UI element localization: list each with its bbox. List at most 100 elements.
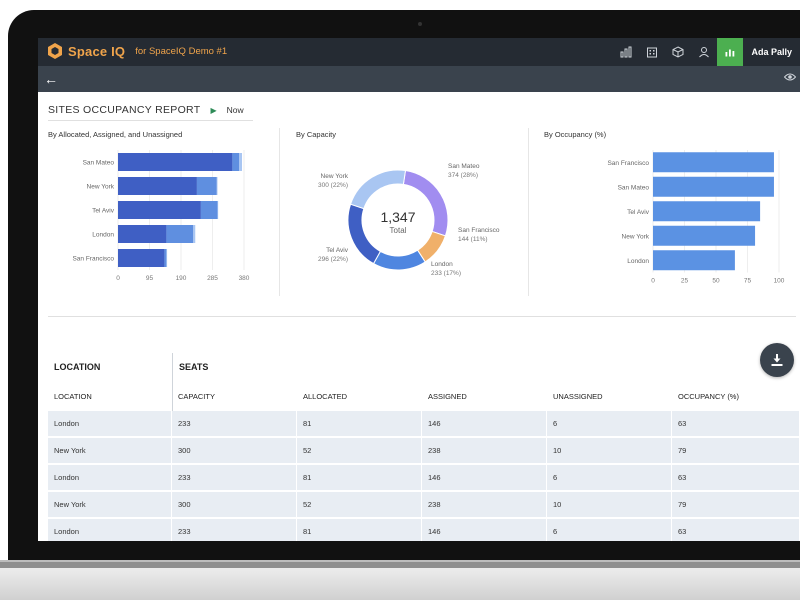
- top-bar: Space IQ for SpaceIQ Demo #1: [38, 38, 800, 66]
- category-label: San Francisco: [607, 160, 649, 167]
- laptop-base: [0, 560, 800, 600]
- building-icon[interactable]: [639, 38, 665, 66]
- column-header-location[interactable]: LOCATION: [54, 391, 92, 401]
- bar-tel-aviv[interactable]: [653, 201, 761, 222]
- allocated-chart-title: By Allocated, Assigned, and Unassigned: [48, 130, 183, 139]
- brand[interactable]: Space IQ for SpaceIQ Demo #1: [48, 43, 227, 59]
- caret-right-icon[interactable]: ▶: [210, 105, 217, 115]
- period-selector[interactable]: Now: [226, 105, 244, 115]
- x-tick-label: 0: [651, 278, 655, 285]
- x-tick-label: 75: [744, 278, 752, 285]
- group-seats: SEATS: [179, 362, 209, 372]
- table-cell: 233: [172, 519, 297, 541]
- bar-tel-aviv-s0[interactable]: [118, 201, 201, 219]
- category-label: Tel Aviv: [627, 209, 650, 216]
- bar-tel-aviv-s2[interactable]: [217, 201, 219, 219]
- bar-san-mateo-s1[interactable]: [232, 153, 240, 171]
- slice-san-mateo[interactable]: [402, 169, 449, 237]
- slice-name-label: Tel Aviv: [326, 247, 349, 254]
- table-cell: 63: [672, 411, 800, 438]
- bar-san-francisco[interactable]: [653, 152, 774, 173]
- bar-new-york[interactable]: [653, 225, 756, 246]
- category-label: New York: [87, 184, 115, 191]
- camera-icon: [418, 22, 422, 26]
- category-label: Tel Aviv: [92, 208, 115, 215]
- bar-london-s2[interactable]: [193, 225, 196, 243]
- table-cell: 52: [297, 438, 422, 465]
- bar-san-francisco-s1[interactable]: [164, 249, 167, 267]
- bar-san-mateo-s2[interactable]: [239, 153, 243, 171]
- eye-icon[interactable]: [783, 72, 797, 84]
- column-header-occupancy-[interactable]: OCCUPANCY (%): [678, 391, 739, 401]
- column-header-unassigned[interactable]: UNASSIGNED: [553, 391, 603, 401]
- report-header: SITES OCCUPANCY REPORT ▶ Now: [48, 104, 244, 116]
- bar-london[interactable]: [653, 250, 735, 271]
- bar-san-mateo[interactable]: [653, 176, 774, 197]
- sub-bar: ←: [38, 66, 800, 92]
- table-cell: 10: [547, 492, 672, 519]
- back-arrow-icon[interactable]: ←: [44, 71, 58, 87]
- table-cell: New York: [48, 492, 172, 519]
- slice-value-label: 296 (22%): [318, 256, 348, 263]
- x-tick-label: 190: [176, 275, 187, 282]
- column-header-capacity[interactable]: CAPACITY: [178, 391, 215, 401]
- category-label: San Francisco: [72, 256, 114, 263]
- column-header-allocated[interactable]: ALLOCATED: [303, 391, 348, 401]
- bar-tel-aviv-s1[interactable]: [200, 201, 218, 219]
- slice-tel-aviv[interactable]: [347, 203, 382, 265]
- table-header-row: LOCATION CAPACITY ALLOCATED ASSIGNED UNASSIG…: [48, 381, 800, 411]
- header-underline: [48, 120, 253, 121]
- table-cell: 10: [547, 438, 672, 465]
- slice-name-label: San Mateo: [448, 163, 480, 170]
- user-name[interactable]: Ada Pally: [751, 47, 792, 57]
- report-title: SITES OCCUPANCY REPORT: [48, 104, 201, 116]
- table-cell: 146: [422, 519, 547, 541]
- slice-new-york[interactable]: [349, 169, 407, 210]
- table-cell: 81: [297, 519, 422, 541]
- chart-divider: [528, 128, 529, 296]
- table-cell: 6: [547, 411, 672, 438]
- bar-san-mateo-s0[interactable]: [118, 153, 233, 171]
- table-row[interactable]: London 233 81 146 6 63: [48, 465, 800, 492]
- slice-value-label: 300 (22%): [318, 182, 348, 189]
- box-icon[interactable]: [665, 38, 691, 66]
- table-cell: London: [48, 465, 172, 492]
- category-label: London: [627, 258, 649, 265]
- occupancy-chart-title: By Occupancy (%): [544, 130, 607, 139]
- slice-london[interactable]: [372, 249, 426, 271]
- column-header-assigned[interactable]: ASSIGNED: [428, 391, 467, 401]
- x-tick-label: 380: [239, 275, 250, 282]
- bar-new-york-s0[interactable]: [118, 177, 197, 195]
- table-cell: 6: [547, 519, 672, 541]
- download-icon: [771, 354, 783, 366]
- donut-total: 1,347: [380, 209, 415, 225]
- top-nav: Ada Pally: [613, 38, 800, 66]
- slice-name-label: New York: [321, 173, 349, 180]
- chart-divider: [279, 128, 280, 296]
- bar-san-francisco-s2[interactable]: [166, 249, 168, 267]
- donut-total-label: Total: [390, 226, 407, 235]
- table-row[interactable]: New York 300 52 238 10 79: [48, 438, 800, 465]
- table-cell: London: [48, 519, 172, 541]
- table-cell: 146: [422, 411, 547, 438]
- bar-new-york-s2[interactable]: [216, 177, 218, 195]
- table-cell: 300: [172, 438, 297, 465]
- bar-san-francisco-s0[interactable]: [118, 249, 165, 267]
- analytics-icon[interactable]: [717, 38, 744, 66]
- bar-london-s1[interactable]: [166, 225, 194, 243]
- table-row[interactable]: London 233 81 146 6 63: [48, 411, 800, 438]
- bar-london-s0[interactable]: [118, 225, 167, 243]
- chart-bars-icon[interactable]: [613, 38, 639, 66]
- table-row[interactable]: London 233 81 146 6 63: [48, 519, 800, 541]
- slice-name-label: San Francisco: [458, 227, 500, 234]
- download-button[interactable]: [760, 343, 794, 377]
- person-icon[interactable]: [691, 38, 717, 66]
- category-label: London: [92, 232, 114, 239]
- table-cell: 81: [297, 411, 422, 438]
- brand-subtitle: for SpaceIQ Demo #1: [135, 45, 228, 57]
- table-group-header: LOCATION SEATS: [48, 353, 800, 381]
- table-cell: London: [48, 411, 172, 438]
- slice-value-label: 233 (17%): [431, 270, 461, 277]
- table-row[interactable]: New York 300 52 238 10 79: [48, 492, 800, 519]
- bar-new-york-s1[interactable]: [196, 177, 217, 195]
